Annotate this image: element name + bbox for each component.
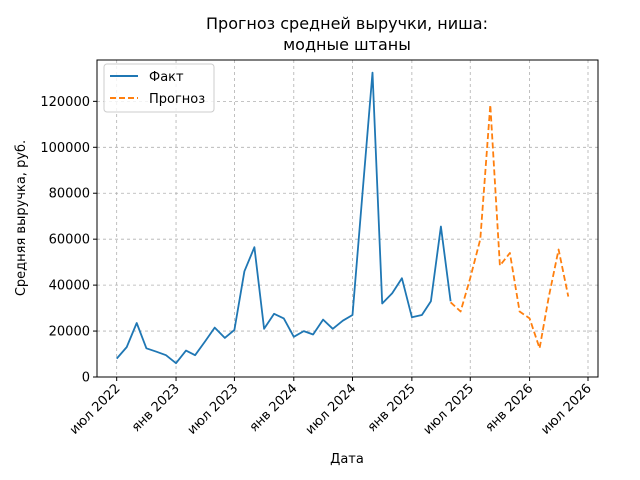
y-tick-label: 80000 bbox=[49, 187, 90, 202]
chart-title-line-1: Прогноз средней выручки, ниша: bbox=[206, 14, 488, 33]
series-line-fact bbox=[116, 71, 452, 365]
x-tick-label: июл 2022 bbox=[67, 381, 124, 438]
x-tick-label: янв 2023 bbox=[129, 381, 183, 435]
x-tick-label: июл 2024 bbox=[303, 381, 360, 438]
y-tick-label: 20000 bbox=[49, 325, 90, 340]
legend-label-forecast: Прогноз bbox=[149, 92, 205, 107]
x-axis-label: Дата bbox=[330, 452, 364, 467]
x-tick-label: июл 2023 bbox=[185, 381, 242, 438]
legend-label-fact: Факт bbox=[149, 70, 184, 85]
series-layer bbox=[116, 71, 570, 365]
x-tick-label: янв 2024 bbox=[247, 381, 301, 435]
grid bbox=[97, 60, 598, 378]
y-tick-label: 40000 bbox=[49, 279, 90, 294]
x-tick-label: янв 2026 bbox=[483, 381, 537, 435]
y-tick-label: 120000 bbox=[40, 95, 90, 110]
x-tick-label: янв 2025 bbox=[365, 381, 419, 435]
x-tick-label: июл 2026 bbox=[538, 381, 595, 438]
y-tick-label: 60000 bbox=[49, 233, 90, 248]
legend: Факт Прогноз bbox=[103, 63, 215, 113]
plot-frame bbox=[96, 59, 599, 378]
chart-title-line-2: модные штаны bbox=[283, 35, 411, 54]
y-axis-label: Средняя выручка, руб. bbox=[14, 140, 29, 296]
y-tick-label: 100000 bbox=[40, 141, 90, 156]
y-tick-label: 0 bbox=[82, 371, 90, 386]
series-line-forecast bbox=[449, 103, 570, 350]
x-tick-label: июл 2025 bbox=[421, 381, 478, 438]
axis-ticks: 0 20000 40000 60000 80000 100000 120000 июл 202… bbox=[40, 95, 594, 438]
